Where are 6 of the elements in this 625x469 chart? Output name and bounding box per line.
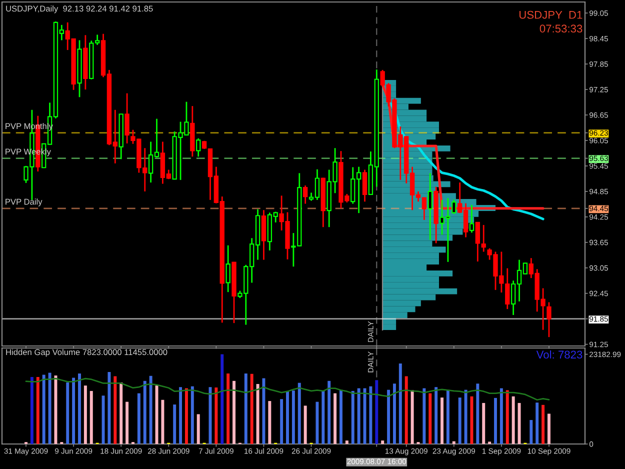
annotation: 07:53:33 bbox=[540, 24, 582, 33]
annotation: USDJPY D1 bbox=[520, 10, 582, 19]
ref-line-label: PVP Daily bbox=[6, 198, 42, 206]
chart-title: USDJPY,Daily 92.13 92.24 91.42 91.85 bbox=[6, 5, 153, 14]
chart-title: Hidden Gap Volume 7823.0000 11455.0000 bbox=[6, 348, 168, 357]
annotation: Vol: 7823 bbox=[536, 350, 582, 359]
